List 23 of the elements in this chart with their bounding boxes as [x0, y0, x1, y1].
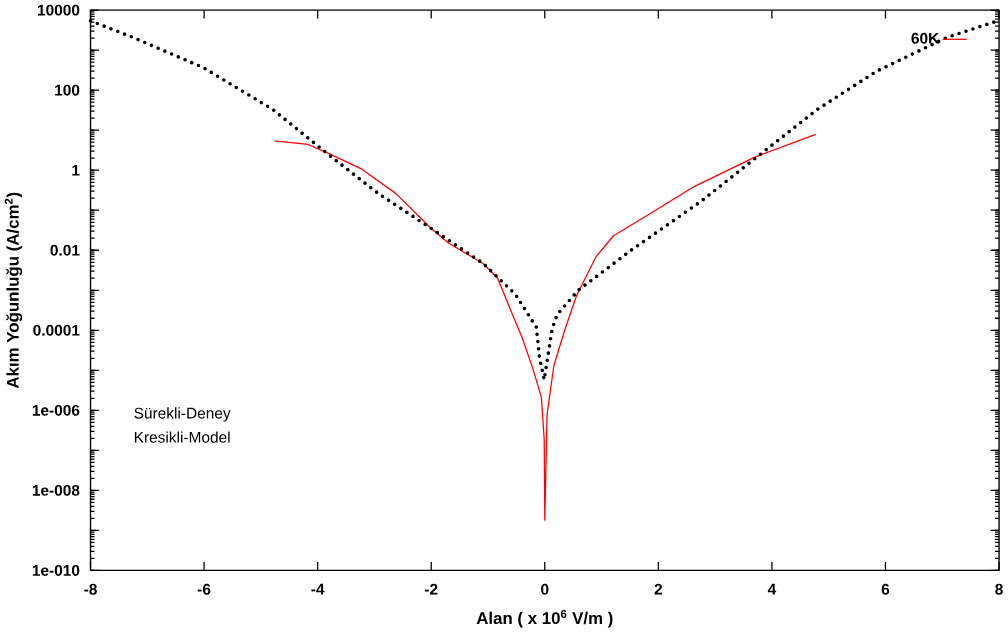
y-tick-label: 1e-010 — [32, 564, 80, 576]
x-tick-label: -8 — [84, 583, 97, 595]
y-tick-label: 10000 — [37, 4, 80, 16]
y-tick-label: 0.01 — [50, 244, 80, 256]
x-tick-label: -4 — [311, 583, 325, 595]
y-tick-label: 1 — [72, 164, 80, 176]
x-tick-label: -2 — [424, 583, 438, 595]
annotation: Kresikli-Model — [134, 431, 230, 443]
x-tick-label: 2 — [654, 583, 663, 595]
legend-label: 60K — [911, 32, 940, 44]
x-tick-label: -6 — [197, 583, 211, 595]
y-tick-label: 1e-006 — [32, 404, 80, 416]
annotation: Sürekli-Deney — [134, 407, 231, 422]
line-series — [273, 133, 817, 521]
x-tick-label: 8 — [995, 583, 1003, 595]
x-tick-label: 0 — [541, 583, 549, 595]
x-tick-label: 6 — [881, 583, 890, 595]
y-tick-label: 1e-008 — [32, 484, 80, 496]
y-axis-title: Akım Yoğunluğu (A/cm$^{2}$) — [4, 192, 23, 389]
y-tick-label: 100 — [55, 84, 80, 96]
x-tick-label: 4 — [767, 583, 777, 595]
y-tick-label: 0.0001 — [33, 324, 80, 336]
x-axis-title: Alan ( x 10$^{6}$ V/m ) — [476, 609, 613, 628]
